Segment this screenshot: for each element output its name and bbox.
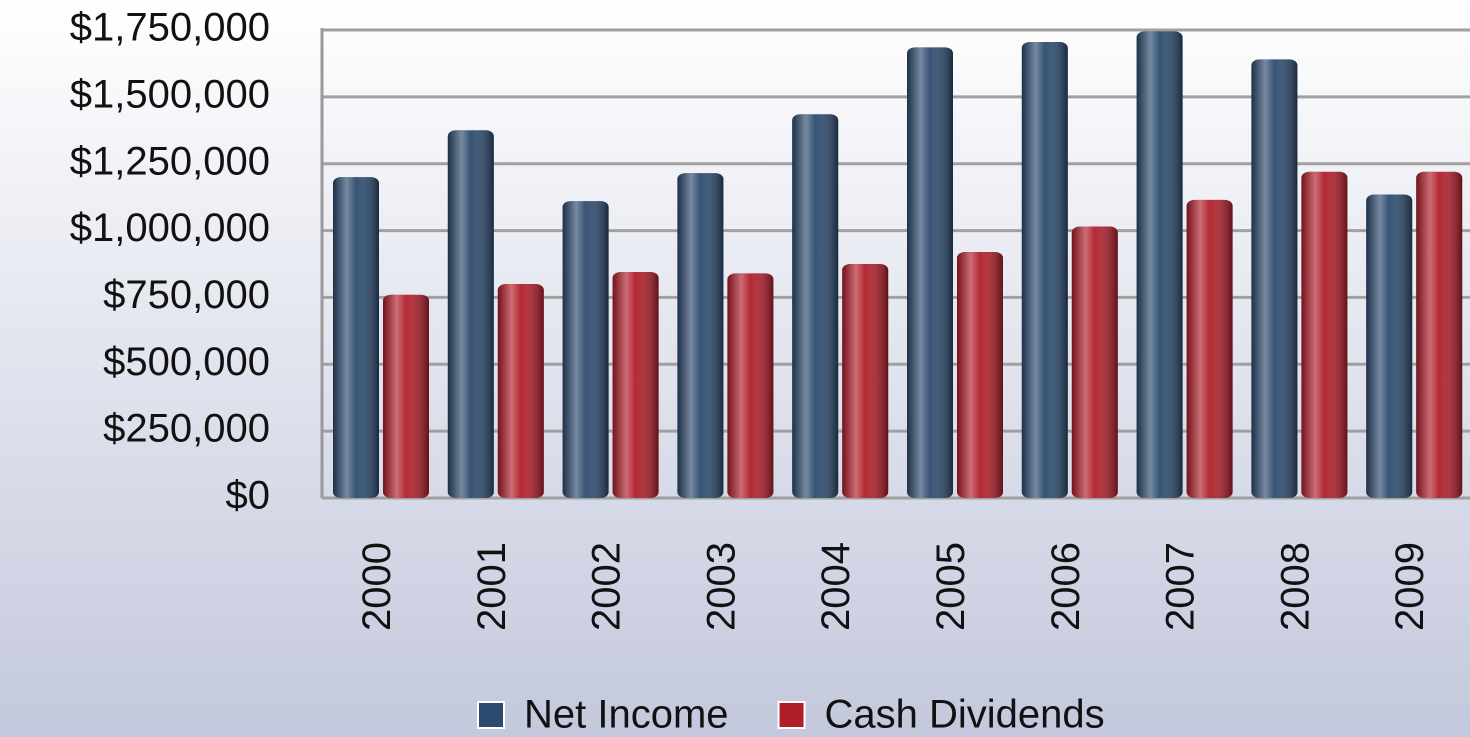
- x-tick-label: 2007: [1159, 542, 1203, 631]
- bar-shine: [333, 177, 379, 499]
- y-tick-label: $500,000: [103, 340, 270, 384]
- y-tick-label: $1,500,000: [70, 72, 270, 116]
- x-tick-label: 2008: [1273, 542, 1317, 631]
- y-tick-label: $1,750,000: [70, 6, 270, 50]
- bar-shine: [1366, 194, 1413, 498]
- y-tick-label: $0: [226, 474, 271, 518]
- bar-shine: [677, 173, 724, 498]
- bar-shine: [727, 273, 774, 498]
- bar-shine: [842, 264, 889, 498]
- bar-shine: [1251, 59, 1298, 498]
- x-tick-label: 2006: [1044, 542, 1088, 631]
- x-tick-label: 2009: [1388, 542, 1432, 631]
- bar-shine: [383, 294, 429, 498]
- bar-shine: [1301, 171, 1348, 499]
- x-tick-label: 2002: [585, 542, 629, 631]
- bar-shine: [1071, 226, 1118, 498]
- bar-shine: [792, 114, 839, 499]
- bar-shine: [957, 251, 1003, 498]
- bar-shine: [1136, 31, 1183, 498]
- legend-label: Cash Dividends: [825, 693, 1105, 737]
- bar-shine: [1021, 42, 1068, 498]
- bar-shine: [447, 130, 494, 499]
- y-tick-label: $1,000,000: [70, 206, 270, 250]
- y-tick-label: $750,000: [103, 273, 270, 317]
- y-tick-label: $250,000: [103, 407, 270, 451]
- bar-shine: [907, 47, 953, 498]
- bar-shine: [497, 284, 544, 498]
- bar-shine: [612, 272, 659, 498]
- x-tick-label: 2005: [929, 542, 973, 631]
- x-tick-label: 2001: [470, 542, 514, 631]
- bar-shine: [1186, 199, 1233, 498]
- legend-swatch: [477, 701, 505, 729]
- legend-swatch: [777, 701, 806, 729]
- x-tick-label: 2003: [699, 542, 743, 631]
- bar-shine: [1416, 171, 1463, 499]
- legend-label: Net Income: [524, 693, 729, 737]
- x-tick-label: 2004: [814, 542, 858, 631]
- y-tick-label: $1,250,000: [70, 139, 270, 183]
- x-tick-label: 2000: [355, 542, 399, 631]
- bar-shine: [562, 201, 609, 498]
